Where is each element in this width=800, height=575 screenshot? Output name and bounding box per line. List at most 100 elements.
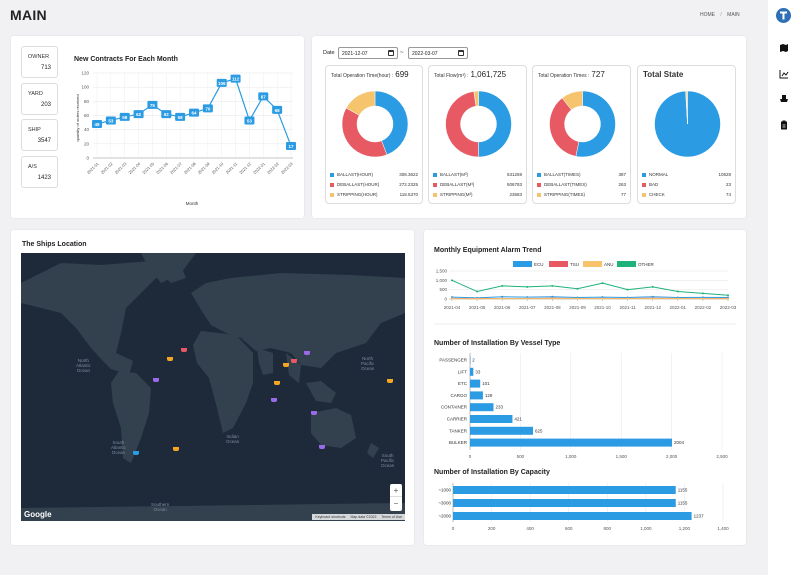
legend-item: DEBALLAST(M³) 506783 [433,182,522,187]
stat-label: OWNER [28,54,50,60]
ship-marker-icon[interactable] [283,363,289,367]
ships-map[interactable]: North Atlantic Ocean South Atlantic Ocea… [21,253,405,521]
data-point [92,120,102,128]
legend-label: TSU [570,262,579,267]
y-tick-label: 60 [84,113,90,118]
stat-value: 1423 [37,175,51,181]
stat-box-owner[interactable]: OWNER 713 [21,46,58,78]
y-tick-label: CARGO [450,393,467,398]
data-point [161,110,172,119]
ship-marker-icon[interactable] [319,445,325,449]
legend-swatch [642,172,646,177]
ship-icon[interactable] [779,91,789,102]
stat-box-as[interactable]: A/S 1423 [21,156,58,188]
ship-marker-icon[interactable] [167,357,173,361]
x-tick-label: 1,200 [679,526,691,531]
donut-chart [549,90,616,158]
y-tick-label: CONTAINER [441,405,468,410]
ship-marker-icon[interactable] [271,398,277,402]
data-label: 62 [136,112,142,117]
donut-total: 699 [395,70,409,79]
pie-slice [561,90,583,111]
y-tick-label: 1,000 [436,278,448,283]
breadcrumb-home[interactable]: HOME [700,12,715,18]
stat-value: 713 [40,65,51,71]
app-logo-icon[interactable] [776,8,791,23]
legend-value: 23 [725,182,731,187]
y-tick-label: PASSENGER [439,358,467,363]
calendar-icon[interactable] [458,50,464,56]
bar [470,438,673,447]
data-label: 33 [475,369,481,374]
legend-label: BALLAST(M³) [440,172,469,177]
ship-marker-icon[interactable] [274,381,280,385]
data-point [147,100,158,109]
calendar-icon[interactable] [388,50,394,56]
stat-box-yard[interactable]: YARD 203 [21,83,58,115]
legend-swatch [642,182,646,187]
y-tick-label: 0 [86,156,89,161]
ship-marker-icon[interactable] [181,348,187,352]
legend-value: 387 [618,172,626,177]
bar [453,499,676,507]
bar [453,512,692,520]
terms-link[interactable]: Terms of Use [381,515,402,519]
start-date-input[interactable]: 2021-12-07 [338,47,398,59]
data-point [476,297,479,300]
donut-panel-4: Total State NORMAL 10528 BAD 23 CHECK 74 [637,65,736,204]
data-point [626,288,629,291]
ship-marker-icon[interactable] [387,379,393,383]
data-label: 53 [108,118,114,123]
date-label: Date [323,50,335,56]
legend-swatch [583,261,602,267]
ship-marker-icon[interactable] [173,447,179,451]
legend-value: 506783 [506,182,522,187]
keyboard-shortcuts-link[interactable]: Keyboard shortcuts [315,515,346,519]
legend-swatch [433,182,437,187]
alarm-chart-title: Monthly Equipment Alarm Trend [434,247,541,254]
legend-value: 77 [620,192,626,197]
legend-item: DEBALLAST(TIMES) 263 [537,182,626,187]
ship-marker-icon[interactable] [133,451,139,455]
map-icon[interactable] [779,40,789,52]
donut-panel-1: Total Operation Time(hour) :699 BALLAST(H… [325,65,423,204]
stat-value: 3547 [37,138,51,144]
x-tick-label: 2021-08 [544,305,561,310]
donut-total: 1,061,725 [470,70,507,79]
data-point [551,297,554,300]
x-tick-label: 2022-02 [695,305,712,310]
x-tick-label: 2,000 [666,454,678,459]
stat-box-ship[interactable]: SHIP 3547 [21,119,58,151]
data-label: 106 [218,81,226,86]
ship-marker-icon[interactable] [153,378,159,382]
donut-title-text: Total Operation Time(hour) : [331,73,394,79]
legend-item: BALLAST(M³) 531259 [433,172,522,177]
bar [470,415,513,423]
data-point [701,297,704,300]
legend-swatch [537,192,541,197]
data-point [526,285,529,288]
ship-marker-icon[interactable] [311,411,317,415]
x-tick-label: 1,400 [717,526,729,531]
x-tick-label: 1,500 [616,454,628,459]
zoom-out-button[interactable]: − [393,499,399,508]
legend-item: BALLAST(TIMES) 387 [537,172,626,177]
clipboard-icon[interactable] [779,117,789,130]
x-tick-label: 600 [565,526,573,531]
data-point [501,284,504,287]
ship-marker-icon[interactable] [304,351,310,355]
legend-label: BALLAST(TIMES) [544,172,581,177]
data-point [286,141,296,150]
data-point [272,105,283,114]
chart-icon[interactable] [779,66,789,79]
google-logo[interactable]: Google [24,510,52,519]
date-range-separator: ~ [400,50,404,56]
donut-panel-3: Total Operation Times :727 BALLAST(TIMES)… [532,65,631,204]
ship-marker-icon[interactable] [291,359,297,363]
end-date-input[interactable]: 2022-03-07 [408,47,468,59]
zoom-in-button[interactable]: + [390,484,402,497]
y-tick-label: CARRIER [447,417,468,422]
data-label: 87 [261,94,267,99]
map-title: The Ships Location [22,241,87,248]
